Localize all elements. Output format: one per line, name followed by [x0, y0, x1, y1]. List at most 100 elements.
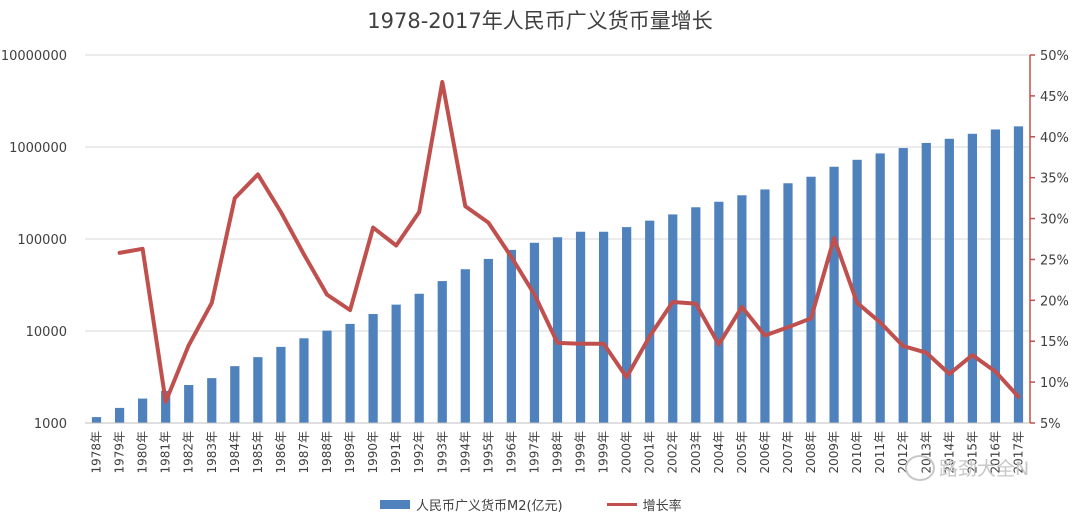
bar — [207, 378, 217, 423]
bar — [990, 129, 1001, 423]
x-tick-label: 2004年 — [712, 431, 726, 474]
bar — [322, 330, 332, 423]
right-axis-ticks: 5% 10% 15% 20% 25% 30% 35% 40% 45% 50% — [1040, 49, 1069, 432]
bar — [368, 314, 378, 423]
x-tick-label: 2006年 — [758, 431, 772, 474]
x-tick-label: 2011年 — [873, 431, 887, 474]
bar — [760, 189, 770, 423]
left-tick-label: 1000 — [34, 417, 67, 432]
x-tick-label: 2007年 — [781, 431, 795, 474]
right-tick-label: 10% — [1040, 376, 1069, 391]
right-tick-label: 25% — [1040, 253, 1069, 268]
line-series — [117, 80, 1021, 404]
axes — [85, 54, 1035, 424]
bar — [806, 176, 816, 423]
x-tick-label: 1999年 — [574, 431, 588, 474]
x-tick-label: 2002年 — [666, 431, 680, 474]
left-tick-label: 10000000 — [1, 49, 67, 64]
bar — [552, 237, 563, 423]
bar — [391, 304, 401, 423]
chart-title: 1978-2017年人民币广义货币量增长 — [367, 9, 713, 33]
bar — [529, 242, 540, 423]
bar — [230, 366, 240, 423]
x-tick-label: 1991年 — [389, 431, 403, 474]
x-tick-label: 1993年 — [435, 431, 449, 474]
bar — [967, 133, 977, 423]
x-tick-label: 1994年 — [458, 431, 472, 474]
x-axis-ticks: 1978年 1979年 1980年 1981年 1982年 1983年 1984年 1985年… — [90, 431, 1026, 474]
x-tick-label: 1987年 — [297, 431, 311, 474]
bar — [138, 398, 148, 423]
bar — [276, 346, 286, 423]
bar — [852, 159, 862, 423]
legend-item-growth[interactable]: 增长率 — [606, 495, 682, 514]
bar — [691, 207, 701, 423]
right-tick-label: 45% — [1040, 90, 1069, 105]
bar — [253, 357, 263, 423]
x-tick-label: 1984年 — [228, 431, 242, 474]
x-tick-label: 2008年 — [804, 431, 818, 474]
bar-series — [91, 126, 1024, 424]
x-tick-label: 2010年 — [850, 431, 864, 474]
x-tick-label: 2001年 — [643, 431, 657, 474]
x-tick-label: 2017年 — [1011, 431, 1025, 474]
bar — [91, 417, 102, 423]
bar — [944, 138, 954, 423]
right-tick-label: 40% — [1040, 131, 1069, 146]
x-tick-label: 1989年 — [343, 431, 357, 474]
bar — [598, 231, 609, 423]
x-tick-label: 1982年 — [182, 431, 196, 474]
right-tick-label: 5% — [1040, 417, 1061, 432]
bar — [898, 148, 908, 424]
x-tick-label: 1995年 — [481, 431, 495, 474]
right-tick-label: 15% — [1040, 335, 1069, 350]
wechat-icon — [905, 454, 935, 481]
x-tick-label: 2015年 — [965, 431, 979, 474]
bar — [783, 183, 793, 423]
bar — [829, 166, 839, 423]
right-tick-label: 20% — [1040, 294, 1069, 309]
bar — [714, 201, 724, 423]
left-tick-label: 1000000 — [9, 141, 67, 156]
x-tick-label: 2005年 — [735, 431, 749, 474]
bar — [184, 384, 194, 423]
x-tick-label: 1990年 — [366, 431, 380, 474]
x-tick-label: 2009年 — [827, 431, 841, 474]
x-tick-label: 1981年 — [159, 431, 173, 474]
x-tick-label: 1996年 — [504, 431, 518, 474]
bar — [645, 220, 655, 423]
x-tick-label: 1999年 — [597, 431, 611, 474]
x-tick-label: 1985年 — [251, 431, 265, 474]
x-tick-label: 1992年 — [412, 431, 426, 474]
watermark: 路劲大全N — [905, 454, 1029, 481]
legend-label-m2: 人民币广义货币M2(亿元) — [416, 498, 563, 514]
bar — [483, 258, 493, 423]
watermark-text: 路劲大全N — [939, 458, 1030, 480]
x-tick-label: 2016年 — [988, 431, 1002, 474]
bar — [575, 231, 586, 423]
bar — [622, 227, 632, 423]
x-tick-label: 1986年 — [274, 431, 288, 474]
legend-label-growth: 增长率 — [642, 498, 682, 514]
bar — [345, 323, 355, 423]
x-tick-label: 1998年 — [551, 431, 565, 474]
left-tick-label: 10000 — [26, 325, 67, 340]
legend-bar-swatch — [380, 499, 410, 509]
bar — [299, 338, 309, 423]
bar — [506, 249, 517, 423]
bar — [114, 407, 125, 423]
bar — [875, 153, 885, 423]
x-tick-label: 1988年 — [320, 431, 334, 474]
legend: 人民币广义货币M2(亿元) 增长率 — [380, 494, 726, 514]
right-tick-label: 30% — [1040, 213, 1069, 228]
left-tick-label: 100000 — [17, 233, 67, 248]
x-tick-label: 1983年 — [205, 431, 219, 474]
growth-rate-line — [117, 80, 1021, 404]
bar — [921, 142, 931, 423]
legend-item-m2[interactable]: 人民币广义货币M2(亿元) — [380, 495, 563, 514]
legend-line-swatch — [606, 502, 637, 506]
x-tick-label: 2000年 — [620, 431, 634, 474]
bar — [437, 281, 447, 423]
x-tick-label: 1997年 — [527, 431, 541, 474]
